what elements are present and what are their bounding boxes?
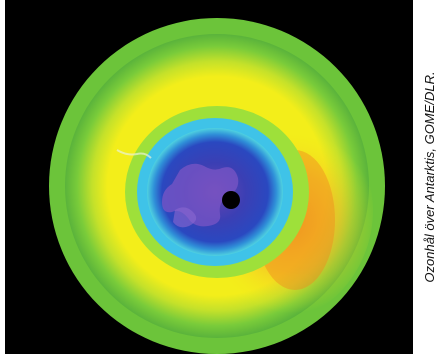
purple-patch-2 xyxy=(173,207,197,228)
ozone-map-graphic xyxy=(49,18,385,354)
wisp xyxy=(116,149,152,159)
pole-dot xyxy=(222,191,240,209)
image-caption: Ozonhål över Antarktis, GOME/DLR. xyxy=(422,71,436,283)
ozone-hole-image xyxy=(5,0,413,354)
